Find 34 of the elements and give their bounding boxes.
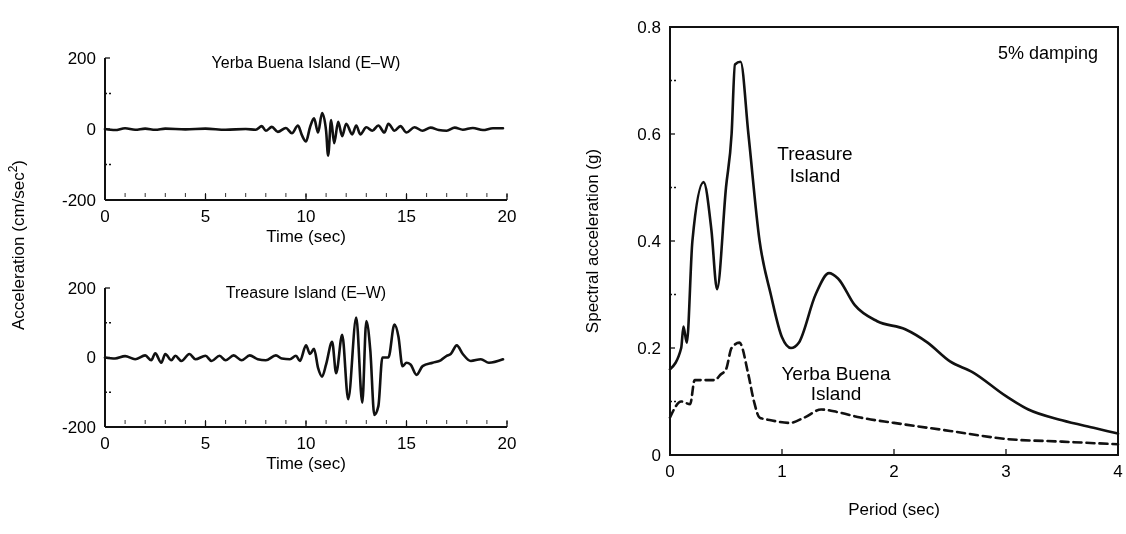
- y-tick-label: 200: [67, 48, 96, 68]
- x-axis-title: Time (sec): [266, 454, 346, 473]
- x-tick-label: 5: [200, 434, 211, 453]
- x-tick-label: 0: [100, 434, 110, 453]
- series-label: Treasure Island: [777, 143, 853, 186]
- x-tick-label: 2: [889, 462, 899, 481]
- x-tick-label: 0: [665, 462, 675, 481]
- y-tick-label: 0.8: [637, 17, 661, 37]
- x-tick-label: 15: [397, 434, 416, 453]
- annotation: 5% damping: [997, 43, 1098, 63]
- x-tick-label: 4: [1113, 462, 1123, 481]
- x-tick-label: 20: [497, 207, 517, 226]
- y-tick-label: 0.2: [637, 338, 661, 358]
- x-tick-label: 10: [296, 207, 316, 226]
- x-tick-label: 0: [100, 207, 110, 226]
- y-tick-label: 0.4: [637, 231, 661, 251]
- y-tick-label: -200: [61, 190, 96, 210]
- series-label: Yerba Buena Island: [781, 363, 892, 404]
- x-tick-label: 5: [200, 207, 211, 226]
- y-tick-label: 0: [86, 119, 96, 139]
- x-tick-label: 15: [397, 207, 416, 226]
- chart-title: Yerba Buena Island (E–W): [211, 54, 401, 71]
- x-tick-label: 20: [497, 434, 517, 453]
- x-tick-label: 1: [777, 462, 787, 481]
- y-tick-label: -200: [61, 417, 96, 437]
- y-tick-label: 200: [67, 278, 96, 298]
- chart-title: Treasure Island (E–W): [225, 284, 387, 301]
- x-tick-label: 10: [296, 434, 316, 453]
- y-tick-label: 0: [86, 348, 96, 368]
- x-axis-title: Time (sec): [266, 227, 346, 246]
- y-tick-label: 0.6: [637, 124, 661, 144]
- y-axis-title: Spectral acceleration (g): [583, 148, 602, 334]
- x-axis-title: Period (sec): [848, 500, 940, 519]
- x-tick-label: 3: [1001, 462, 1011, 481]
